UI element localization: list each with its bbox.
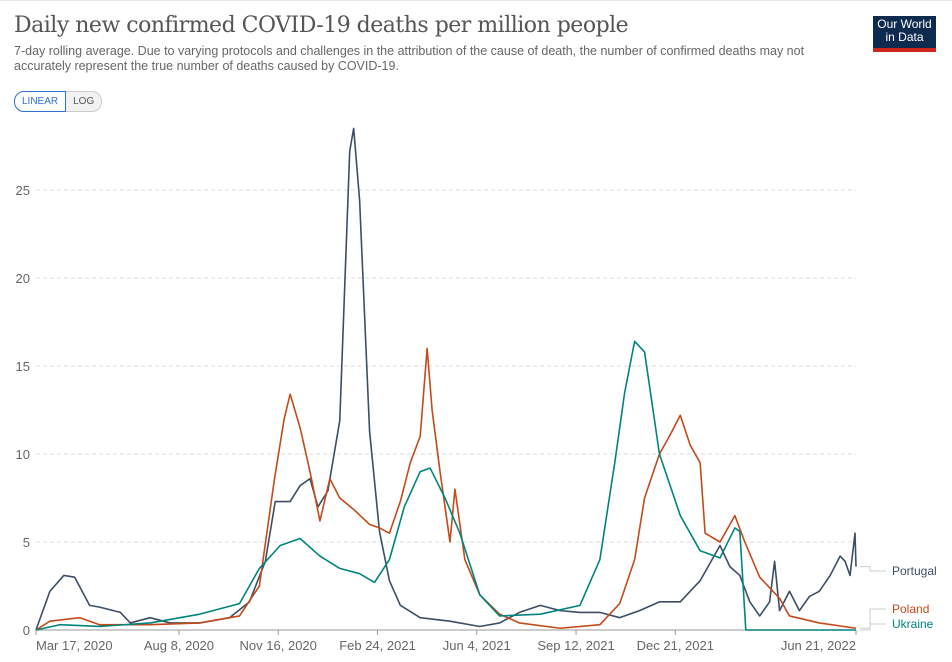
y-tick-label: 20 [16,271,30,286]
chart-title: Daily new confirmed COVID-19 deaths per … [14,13,629,38]
legend-connector [860,623,886,631]
legend-label-poland: Poland [892,602,929,616]
series-line-ukraine [35,340,856,631]
scale-toggle: LINEAR LOG [14,91,103,112]
x-tick-label: Aug 8, 2020 [144,638,214,653]
x-tick-label: Feb 24, 2021 [339,638,416,653]
legend-connector [860,608,886,629]
x-tick-label: Mar 17, 2020 [36,638,113,653]
y-tick-label: 0 [23,623,30,638]
linear-button[interactable]: LINEAR [14,91,67,112]
y-tick-label: 10 [16,447,30,462]
log-button[interactable]: LOG [66,91,103,112]
x-tick-label: Jun 4, 2021 [443,638,511,653]
y-tick-label: 15 [16,359,30,374]
series-line-poland [35,347,857,631]
y-tick-label: 5 [23,535,30,550]
x-tick-label: Jun 21, 2022 [781,638,856,653]
x-tick-label: Sep 12, 2021 [537,638,614,653]
legend-label-ukraine: Ukraine [892,617,934,631]
x-tick-label: Dec 21, 2021 [637,638,714,653]
y-tick-label: 25 [16,183,30,198]
legend-label-portugal: Portugal [892,564,937,578]
legend-connector [860,566,886,572]
owid-logo: Our World in Data [873,16,936,52]
x-tick-label: Nov 16, 2020 [240,638,317,653]
series-line-portugal [35,127,857,631]
chart-subtitle: 7-day rolling average. Due to varying pr… [14,44,805,73]
